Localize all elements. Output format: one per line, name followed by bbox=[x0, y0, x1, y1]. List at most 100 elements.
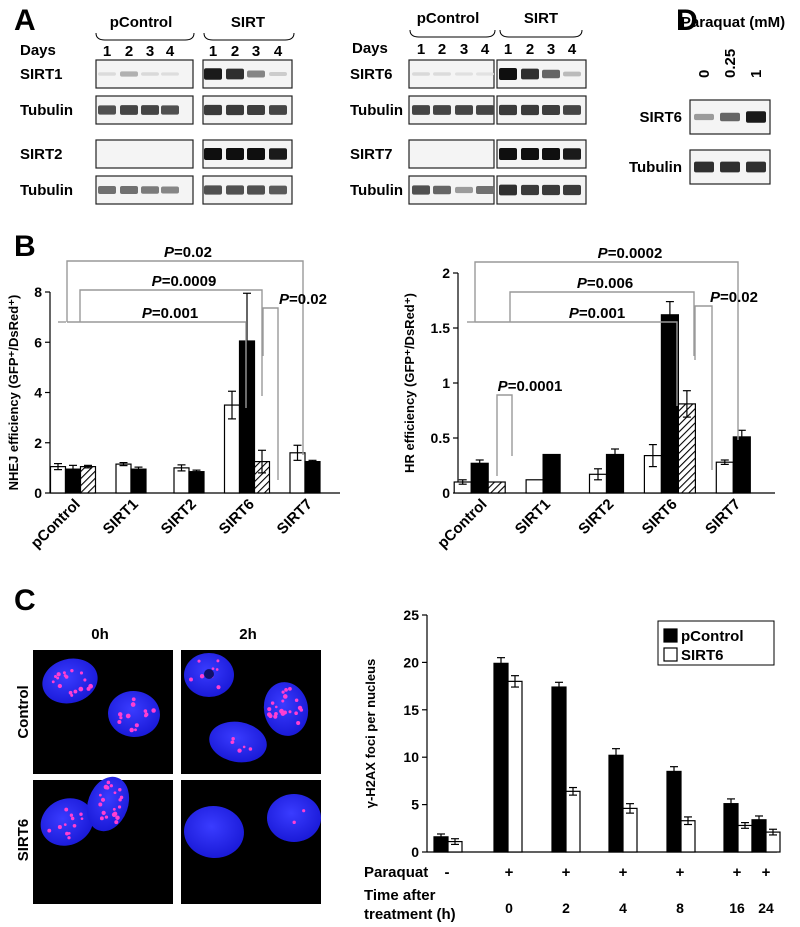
significance-bracket bbox=[694, 305, 713, 470]
foci-dot bbox=[131, 697, 136, 702]
day-number: 4 bbox=[481, 41, 490, 58]
y-tick-label: 6 bbox=[34, 334, 42, 350]
foci-dot bbox=[104, 815, 109, 819]
blot-band bbox=[226, 104, 244, 116]
foci-dot bbox=[101, 810, 106, 816]
p-value-label: P=0.001 bbox=[569, 305, 625, 322]
day-number: 4 bbox=[568, 41, 577, 58]
foci-dot bbox=[98, 802, 103, 807]
paraquat-row-label: SIRT6 bbox=[639, 109, 682, 126]
paraquat-blots: SIRT6 Tubulin bbox=[629, 99, 771, 185]
foci-dot bbox=[112, 807, 116, 811]
chart-nhej-efficiency: 0 2 4 6 8 NHEJ efficiency (GFP⁺/DsRed⁺) pContr… bbox=[6, 244, 340, 552]
time-label-line2: treatment (h) bbox=[364, 906, 456, 923]
group-label-pcontrol-left: pControl bbox=[110, 14, 172, 31]
blot-row-label: SIRT2 bbox=[20, 146, 63, 163]
day-number: 2 bbox=[125, 43, 133, 60]
blot-strip bbox=[408, 139, 495, 169]
foci-dot bbox=[51, 680, 55, 684]
y-tick-label: 0 bbox=[34, 485, 42, 501]
time-value: 4 bbox=[619, 900, 627, 916]
day-number: 3 bbox=[252, 43, 260, 60]
blot-band bbox=[141, 72, 159, 76]
bar bbox=[751, 819, 767, 853]
panel-label-a: A bbox=[14, 4, 36, 37]
day-number: 4 bbox=[274, 43, 283, 60]
foci-dot bbox=[231, 736, 235, 741]
foci-dot bbox=[216, 659, 220, 663]
blot-band bbox=[269, 71, 287, 77]
blot-band bbox=[98, 72, 116, 76]
foci-dot bbox=[68, 690, 73, 695]
blot-band bbox=[476, 186, 494, 194]
y-tick-label: 25 bbox=[403, 607, 419, 623]
time-label-line1: Time after bbox=[364, 887, 436, 904]
foci-dot bbox=[114, 820, 119, 825]
bar bbox=[79, 466, 97, 494]
foci-dot bbox=[237, 748, 242, 753]
foci-dot bbox=[87, 687, 91, 691]
foci-dot bbox=[63, 674, 67, 678]
significance-bracket bbox=[79, 289, 263, 396]
day-number: 3 bbox=[146, 43, 154, 60]
category-label: SIRT6 bbox=[216, 496, 258, 538]
foci-dot bbox=[67, 836, 71, 840]
nucleolus bbox=[204, 669, 214, 679]
category-label: SIRT2 bbox=[575, 496, 617, 538]
paraquat-sign: + bbox=[619, 864, 628, 881]
blot-band bbox=[247, 104, 265, 116]
p-symbol: P bbox=[577, 275, 588, 292]
bracket-pcontrol-left bbox=[95, 32, 195, 41]
foci-dot bbox=[106, 780, 111, 785]
panel-label-b: B bbox=[14, 230, 36, 263]
time-value: 0 bbox=[505, 900, 513, 916]
bar bbox=[188, 471, 205, 494]
blot-band bbox=[521, 104, 539, 116]
foci-dot bbox=[56, 672, 61, 677]
paraquat-sign: - bbox=[445, 864, 450, 881]
blot-strip bbox=[95, 139, 194, 169]
y-tick-label: 20 bbox=[403, 654, 419, 670]
col-label-2h: 2h bbox=[239, 626, 257, 643]
foci-dot bbox=[267, 707, 272, 712]
p-value-label: P=0.006 bbox=[577, 275, 633, 292]
blot-band bbox=[499, 68, 517, 80]
foci-dot bbox=[119, 795, 124, 800]
category-label: pControl bbox=[28, 496, 84, 552]
p-symbol: P bbox=[142, 305, 153, 322]
foci-dot bbox=[273, 714, 278, 719]
blot-band bbox=[141, 186, 159, 194]
significance-bracket bbox=[474, 261, 739, 440]
bar bbox=[487, 481, 506, 494]
blot-band bbox=[521, 184, 539, 196]
foci-dot bbox=[282, 694, 288, 699]
foci-dot bbox=[143, 709, 148, 713]
foci-dot bbox=[283, 710, 287, 715]
blot-band bbox=[563, 148, 581, 160]
blot-band bbox=[694, 161, 714, 173]
paraquat-concentration: 1 bbox=[748, 70, 765, 78]
paraquat-sign: + bbox=[676, 864, 685, 881]
p-symbol: P bbox=[598, 245, 609, 262]
foci-dot bbox=[294, 698, 299, 703]
blot-band bbox=[98, 186, 116, 194]
category-label: pControl bbox=[434, 496, 490, 552]
blot-row-label: Tubulin bbox=[350, 102, 403, 119]
blots-right: SIRT6 Tubulin SIRT7 Tubulin bbox=[350, 59, 587, 205]
foci-dot bbox=[88, 683, 94, 689]
bar bbox=[660, 314, 680, 494]
blot-row-label: SIRT6 bbox=[350, 66, 393, 83]
foci-dot bbox=[57, 825, 62, 830]
foci-dot bbox=[63, 823, 67, 827]
blot-band bbox=[455, 186, 473, 194]
paraquat-concentration: 0 bbox=[696, 70, 713, 78]
foci-dot bbox=[230, 740, 234, 744]
y-tick-label: 5 bbox=[411, 797, 419, 813]
blot-band bbox=[720, 161, 740, 173]
panel-c-microscopy: 0h 2h Control SIRT6 bbox=[15, 626, 321, 904]
blot-band bbox=[746, 111, 766, 123]
nucleus bbox=[42, 658, 98, 704]
legend-label: SIRT6 bbox=[681, 647, 724, 664]
foci-dot bbox=[134, 723, 139, 728]
